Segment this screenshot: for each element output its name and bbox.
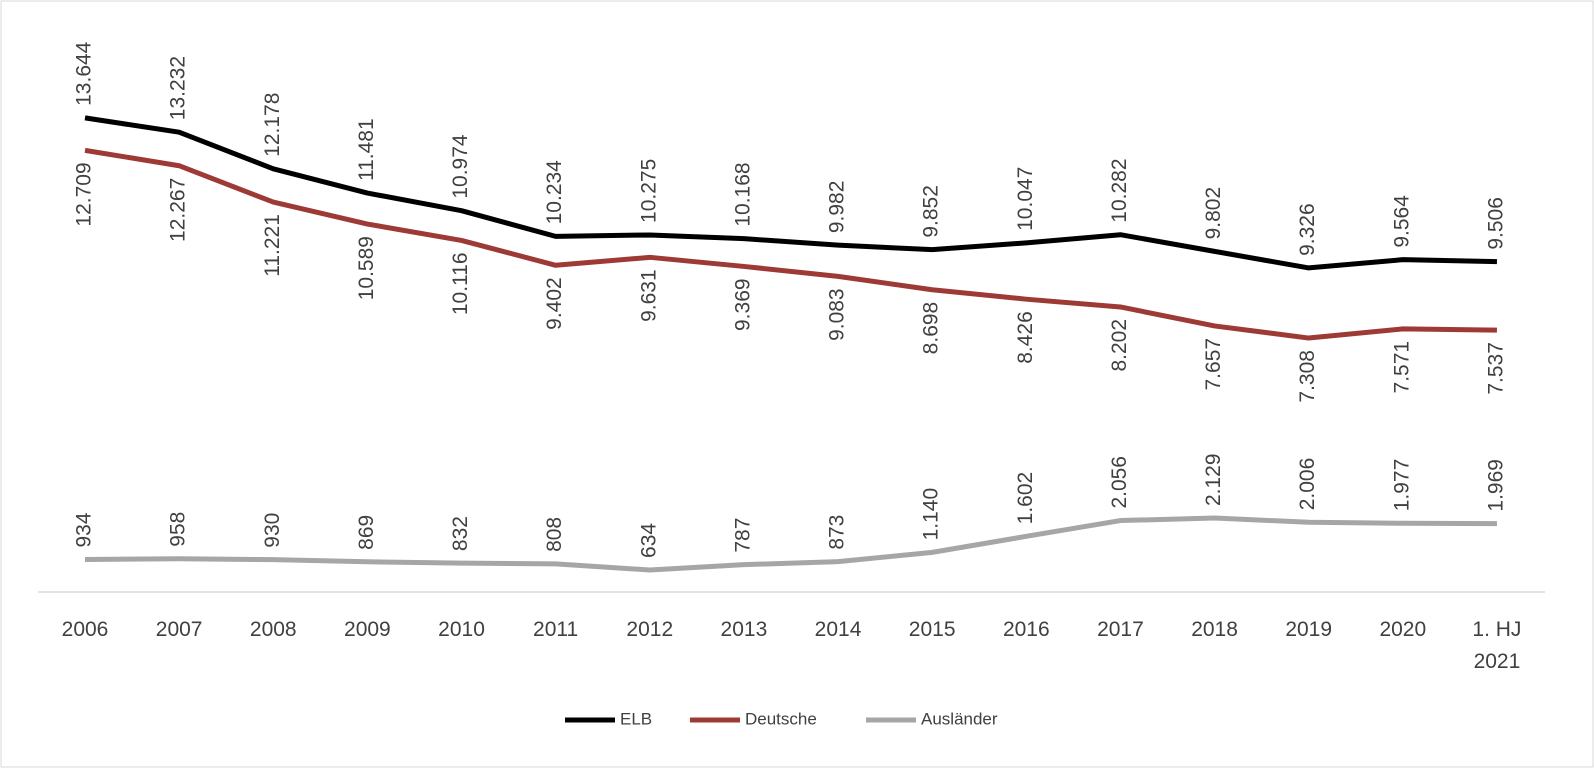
- data-label: 869: [355, 515, 378, 550]
- x-tick-label: 2013: [720, 618, 768, 641]
- data-label: 8.426: [1014, 311, 1037, 364]
- x-tick-label: 2011: [533, 618, 579, 641]
- data-label: 13.232: [167, 56, 190, 120]
- data-label: 832: [449, 516, 472, 551]
- data-label: 787: [731, 518, 754, 553]
- data-label: 12.178: [261, 93, 284, 157]
- x-tick-label: 2007: [155, 618, 203, 641]
- data-label: 10.168: [731, 162, 754, 226]
- data-label: 7.537: [1484, 342, 1507, 395]
- data-label: 8.698: [920, 302, 943, 355]
- line-series: [84, 515, 1497, 573]
- line-series: [84, 147, 1497, 341]
- data-label: 873: [826, 515, 849, 550]
- data-label: 9.564: [1390, 195, 1413, 248]
- data-label: 13.644: [73, 41, 96, 106]
- data-label: 10.047: [1014, 167, 1037, 231]
- data-label: 9.852: [920, 185, 943, 238]
- data-label: 10.234: [543, 160, 566, 225]
- data-label: 7.571: [1390, 341, 1413, 394]
- legend-label: ELB: [620, 709, 652, 728]
- x-tick-label: 1. HJ 2021: [1472, 618, 1522, 673]
- line-series: [84, 115, 1498, 271]
- data-label: 958: [167, 512, 190, 547]
- x-tick-label: 2016: [1002, 618, 1050, 641]
- x-tick-label: 2008: [249, 618, 297, 641]
- data-label: 11.481: [355, 118, 378, 181]
- data-label: 10.282: [1108, 158, 1131, 222]
- legend-label: Deutsche: [745, 709, 817, 728]
- x-tick-label: 2019: [1285, 618, 1333, 641]
- data-label: 9.982: [826, 181, 849, 234]
- data-label: 9.631: [637, 269, 660, 322]
- data-label: 2.056: [1108, 456, 1131, 509]
- data-label: 9.402: [543, 277, 566, 330]
- data-label: 1.977: [1390, 459, 1413, 512]
- data-label: 9.326: [1296, 203, 1319, 256]
- data-label: 9.802: [1202, 187, 1225, 240]
- data-label: 934: [73, 512, 96, 547]
- data-label: 12.709: [73, 162, 96, 226]
- data-label: 634: [637, 523, 660, 558]
- data-label: 11.221: [261, 214, 284, 277]
- x-tick-label: 2017: [1097, 618, 1144, 641]
- data-label: 1.602: [1014, 472, 1037, 525]
- x-tick-label: 2020: [1379, 618, 1427, 641]
- data-label: 930: [261, 513, 284, 548]
- x-tick-label: 2009: [344, 618, 391, 641]
- data-label: 9.369: [731, 278, 754, 331]
- data-label: 2.129: [1202, 453, 1225, 506]
- data-label: 7.657: [1202, 338, 1225, 391]
- data-label: 7.308: [1296, 350, 1319, 403]
- data-label: 10.974: [449, 134, 472, 199]
- data-label: 9.083: [826, 288, 849, 341]
- x-tick-label: 2018: [1191, 618, 1238, 641]
- x-tick-label: 2010: [438, 618, 485, 641]
- data-label: 10.116: [449, 252, 472, 315]
- x-tick-label: 2015: [908, 618, 956, 641]
- data-label: 2.006: [1296, 458, 1319, 511]
- data-label: 9.506: [1484, 197, 1507, 250]
- data-label: 1.140: [920, 488, 943, 541]
- data-label: 1.969: [1484, 459, 1507, 512]
- legend-label: Ausländer: [921, 709, 998, 728]
- data-label: 10.589: [355, 236, 378, 300]
- data-label: 808: [543, 517, 566, 552]
- x-tick-label: 2014: [814, 618, 862, 641]
- data-label: 12.267: [167, 178, 190, 242]
- data-label: 8.202: [1108, 319, 1131, 372]
- x-tick-label: 2012: [626, 618, 674, 641]
- data-label: 10.275: [637, 159, 660, 223]
- x-tick-label: 2006: [61, 618, 109, 641]
